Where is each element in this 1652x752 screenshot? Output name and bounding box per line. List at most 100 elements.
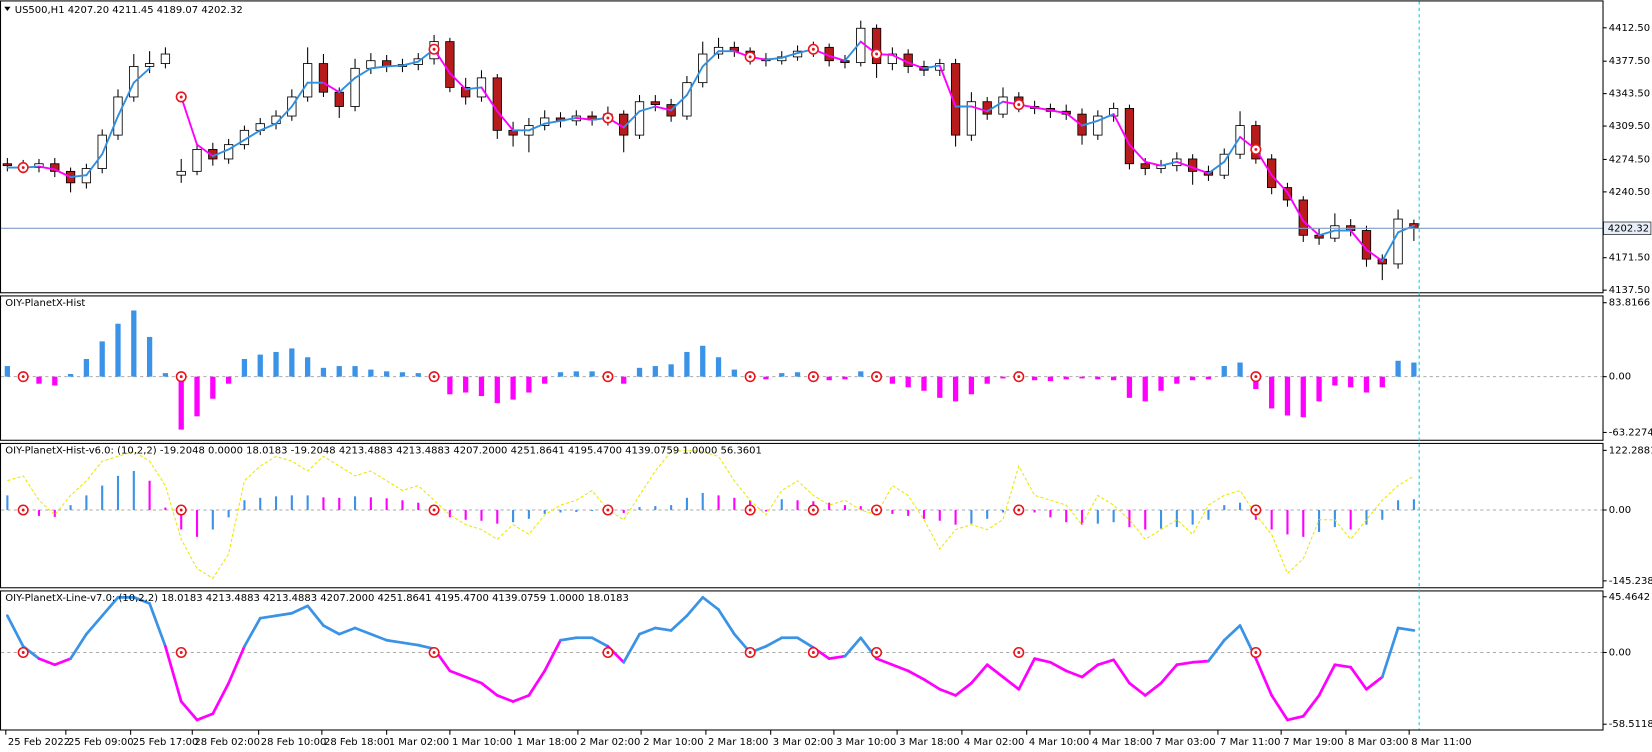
osc-segment xyxy=(53,657,72,667)
hist-bar xyxy=(322,497,325,511)
ma-segment xyxy=(1270,174,1289,194)
signal-dot xyxy=(432,47,436,51)
signal-dot xyxy=(21,508,25,512)
hist-bar xyxy=(1221,366,1227,377)
ma-segment xyxy=(1033,106,1052,112)
osc-segment xyxy=(211,681,230,716)
hist-bar xyxy=(859,506,862,511)
ma-segment xyxy=(196,143,214,158)
signal-dot xyxy=(432,508,436,512)
signal-dot xyxy=(811,651,815,654)
ma-segment xyxy=(53,168,72,179)
pane-title: US500,H1 4207.20 4211.45 4189.07 4202.32 xyxy=(15,5,243,16)
osc-segment xyxy=(985,663,1005,679)
hist-bar xyxy=(1302,510,1305,537)
ma-segment xyxy=(1160,160,1178,167)
x-tick-label: 7 Mar 11:00 xyxy=(1220,737,1280,748)
hist-bar xyxy=(305,357,311,377)
x-tick-label: 4 Mar 02:00 xyxy=(964,737,1024,748)
pane-title: OIY-PlanetX-Hist xyxy=(5,298,85,309)
hist-bar xyxy=(1270,510,1273,530)
candle-body xyxy=(50,163,60,172)
osc-segment xyxy=(480,681,499,697)
y-tick-label: 4274.50 xyxy=(1609,154,1650,165)
hist-bar xyxy=(779,373,785,377)
hist-bar xyxy=(654,506,657,511)
osc-segment xyxy=(1064,669,1084,679)
candle-body xyxy=(334,91,344,107)
hist-bar xyxy=(984,376,990,384)
x-tick-label: 28 Feb 18:00 xyxy=(324,737,390,748)
candle-body xyxy=(1140,163,1150,169)
hist-bar xyxy=(891,510,894,514)
osc-segment xyxy=(353,626,373,636)
hist-bar xyxy=(970,510,973,524)
hist-bar xyxy=(1159,510,1163,529)
ma-segment xyxy=(1081,119,1099,127)
hist-bar xyxy=(1411,362,1417,377)
y-tick-label: 4171.50 xyxy=(1609,253,1650,264)
hist-bar xyxy=(573,371,579,377)
hist-bar xyxy=(369,497,372,511)
hist-bar xyxy=(241,359,248,377)
signal-dot xyxy=(1017,651,1021,654)
osc-segment xyxy=(258,614,278,620)
hist-bar xyxy=(1001,510,1005,513)
osc-segment xyxy=(559,636,578,642)
x-tick-label: 2 Mar 10:00 xyxy=(643,737,703,748)
ma-segment xyxy=(907,61,925,70)
hist-bar xyxy=(496,510,499,524)
hist-bar xyxy=(764,510,767,512)
hist-bar xyxy=(938,510,941,521)
osc-segment xyxy=(179,700,199,722)
ma-segment xyxy=(844,40,862,62)
hist-bar xyxy=(195,510,199,537)
osc-segment xyxy=(875,657,894,667)
hist-bar xyxy=(638,507,641,511)
hist-bar xyxy=(1237,362,1243,377)
hist-bar xyxy=(843,505,847,511)
ma-segment xyxy=(1365,248,1384,262)
hist-bar xyxy=(922,510,926,519)
osc-segment xyxy=(891,663,910,673)
ma-segment xyxy=(622,110,641,129)
hist-bar xyxy=(36,376,42,384)
hist-bar xyxy=(575,510,578,512)
ma-segment xyxy=(132,67,151,84)
y-tick-label: 45.4642 xyxy=(1609,592,1650,603)
osc-segment xyxy=(970,663,989,685)
signal-dot xyxy=(179,651,183,654)
ma-segment xyxy=(638,105,657,113)
x-tick-label: 28 Feb 02:00 xyxy=(194,737,260,748)
hist-bar xyxy=(99,341,105,377)
signal-dot xyxy=(179,508,183,512)
ma-segment xyxy=(1191,166,1210,175)
hist-bar xyxy=(243,500,246,511)
hist-bar xyxy=(1363,376,1370,393)
hist-bar xyxy=(336,366,342,377)
y-tick-label: 4412.50 xyxy=(1609,23,1650,34)
x-tick-label: 4 Mar 18:00 xyxy=(1092,737,1152,748)
signal-dot xyxy=(606,116,610,120)
hist-bar xyxy=(1223,505,1226,511)
hist-bar xyxy=(622,510,625,513)
hist-bar xyxy=(731,369,737,377)
hist-bar xyxy=(85,495,88,511)
ma-segment xyxy=(670,94,688,112)
hist-bar xyxy=(763,376,769,380)
signal-dot xyxy=(811,375,815,379)
hist-bar xyxy=(780,499,783,511)
ma-segment xyxy=(559,116,578,122)
ma-segment xyxy=(85,153,104,177)
hist-bar xyxy=(1031,376,1038,381)
ma-segment xyxy=(496,110,515,132)
ma-segment xyxy=(986,100,1004,113)
signal-dot xyxy=(748,55,752,59)
hist-bar xyxy=(796,500,799,511)
osc-segment xyxy=(227,644,246,685)
hist-bar xyxy=(1063,376,1069,380)
candle-body xyxy=(144,63,155,67)
x-tick-label: 1 Mar 10:00 xyxy=(452,737,512,748)
ma-segment xyxy=(211,148,230,158)
ma-segment xyxy=(970,105,989,113)
